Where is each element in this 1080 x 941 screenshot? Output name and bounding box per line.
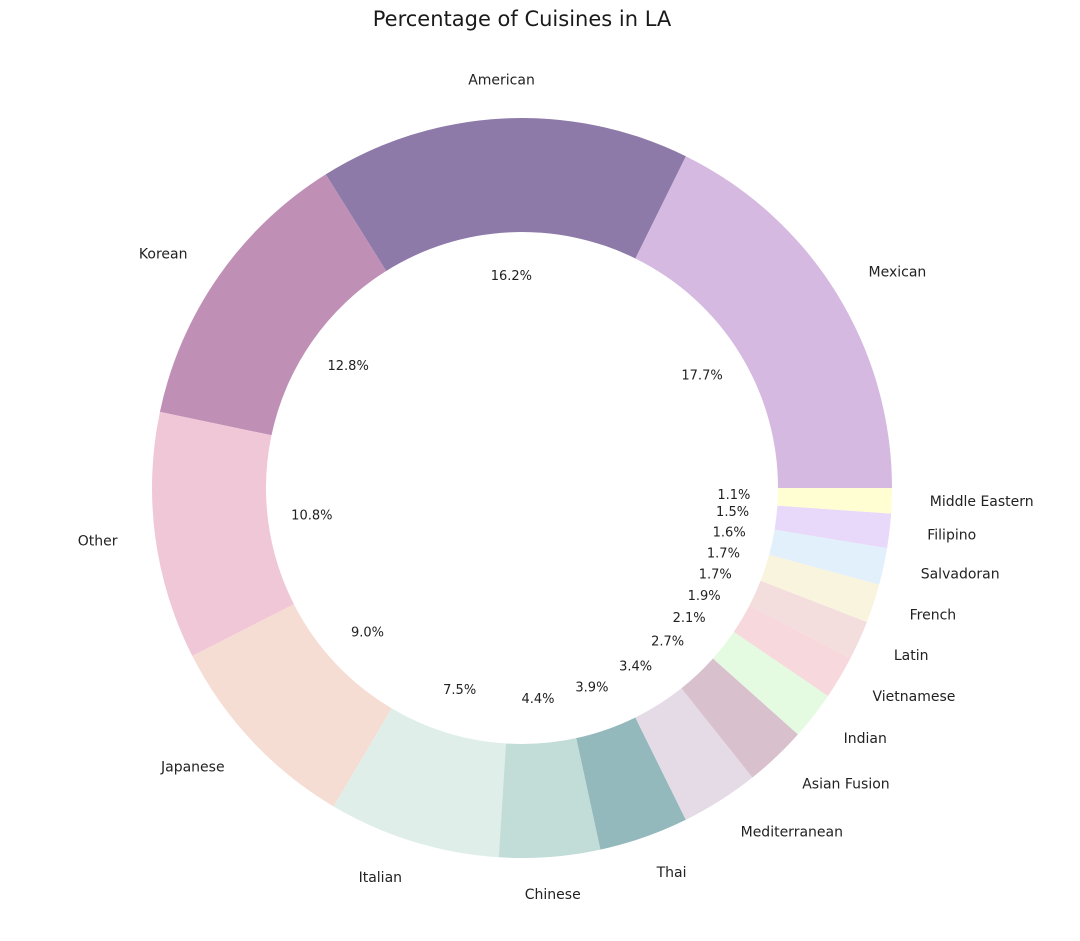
slice-other [152, 411, 294, 656]
slice-vietnamese [733, 605, 851, 696]
percent-label: 1.7% [707, 547, 740, 562]
slice-label: Middle Eastern [930, 494, 1034, 510]
slice-label: American [468, 73, 535, 89]
percent-label: 2.7% [651, 635, 684, 650]
slice-label: Thai [656, 865, 687, 881]
slice-asian-fusion [681, 658, 798, 778]
slice-label: Other [78, 534, 118, 550]
percent-label: 16.2% [491, 269, 532, 284]
slice-indian [712, 631, 829, 735]
slice-french [760, 554, 880, 623]
slice-chinese [498, 738, 601, 858]
percent-label: 3.4% [619, 659, 652, 674]
percent-label: 2.1% [673, 611, 706, 626]
slice-label: Italian [359, 870, 402, 886]
slice-label: Asian Fusion [802, 777, 889, 793]
slice-salvadoran [769, 529, 888, 585]
slice-korean [159, 174, 387, 436]
percent-label: 7.5% [443, 683, 476, 698]
percent-label: 1.7% [699, 568, 732, 583]
slice-american [325, 118, 686, 271]
slice-label: Salvadoran [921, 566, 1000, 582]
slice-label: Mediterranean [741, 824, 843, 840]
slice-label: Filipino [927, 527, 976, 543]
slice-label: Japanese [160, 759, 225, 775]
chart-title: Percentage of Cuisines in LA [373, 7, 672, 31]
percent-label: 12.8% [328, 359, 369, 374]
slices-group [152, 118, 892, 858]
percent-label: 10.8% [291, 508, 332, 523]
slice-italian [333, 708, 506, 858]
slice-latin [749, 580, 867, 659]
percent-label: 1.6% [713, 525, 746, 540]
slice-middle-eastern [777, 488, 892, 514]
slice-label: French [910, 607, 957, 623]
percent-label: 1.9% [688, 589, 721, 604]
slice-label: Indian [844, 731, 887, 747]
labels-group: Mexican 17.7% American 16.2% Korean 12.8% Othe… [78, 73, 1034, 903]
slice-mediterranean [635, 688, 753, 820]
slice-filipino [774, 505, 892, 549]
slice-label: Vietnamese [873, 689, 956, 705]
percent-label: 9.0% [351, 626, 384, 641]
percent-label: 1.5% [716, 505, 749, 520]
percent-label: 17.7% [681, 369, 722, 384]
slice-mexican [635, 156, 892, 489]
slice-thai [576, 717, 686, 850]
percent-label: 4.4% [521, 692, 554, 707]
slice-label: Mexican [869, 265, 927, 281]
percent-label: 3.9% [575, 681, 608, 696]
slice-label: Chinese [525, 887, 581, 903]
slice-label: Latin [894, 648, 929, 664]
percent-label: 1.1% [717, 488, 750, 503]
slice-japanese [192, 604, 392, 807]
slice-label: Korean [139, 246, 188, 262]
